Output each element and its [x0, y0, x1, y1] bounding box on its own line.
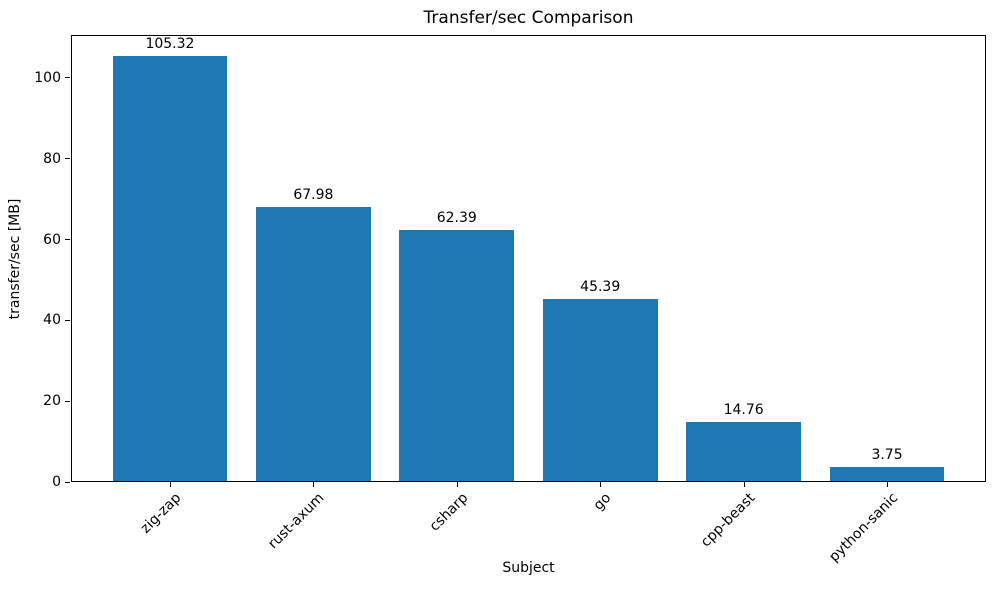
x-tick [743, 482, 745, 487]
y-tick [65, 319, 70, 321]
bar-rust-axum [256, 207, 371, 481]
x-tick-label: go [590, 490, 615, 514]
bar-cpp-beast [686, 422, 801, 481]
y-axis-label: transfer/sec [MB] [7, 198, 23, 320]
bar-value-label: 14.76 [723, 402, 764, 419]
y-tick [65, 481, 70, 483]
x-tick [313, 482, 315, 487]
y-tick-label: 80 [43, 150, 61, 167]
bar-go [542, 298, 658, 481]
y-tick-label: 100 [34, 69, 61, 86]
y-tick-label: 40 [43, 312, 61, 329]
y-tick [65, 400, 70, 402]
bar-value-label: 67.98 [293, 187, 334, 204]
y-tick-label: 20 [43, 393, 61, 410]
x-tick [887, 482, 889, 487]
x-axis-label: Subject [502, 560, 555, 576]
chart-title: Transfer/sec Comparison [423, 8, 634, 28]
bar-value-label: 45.39 [580, 278, 621, 295]
y-tick [65, 158, 70, 160]
x-tick-label: rust-axum [265, 490, 328, 553]
y-tick-label: 0 [52, 474, 61, 490]
bar-value-label: 105.32 [145, 36, 195, 53]
y-tick-label: 60 [43, 231, 61, 248]
y-tick [65, 77, 70, 79]
x-tick [169, 482, 171, 487]
bar-value-label: 62.39 [436, 209, 477, 226]
x-tick-label: zig-zap [137, 490, 185, 537]
bar-python-sanic [829, 466, 945, 481]
x-tick [456, 482, 458, 487]
y-tick [65, 239, 70, 240]
bar-zig-zap [112, 56, 228, 481]
x-tick-label: python-sanic [826, 490, 902, 566]
x-tick-label: csharp [426, 490, 472, 535]
x-tick [600, 482, 602, 487]
bar-csharp [399, 229, 515, 481]
bar-value-label: 3.75 [871, 446, 903, 463]
x-tick-label: cpp-beast [697, 490, 758, 551]
